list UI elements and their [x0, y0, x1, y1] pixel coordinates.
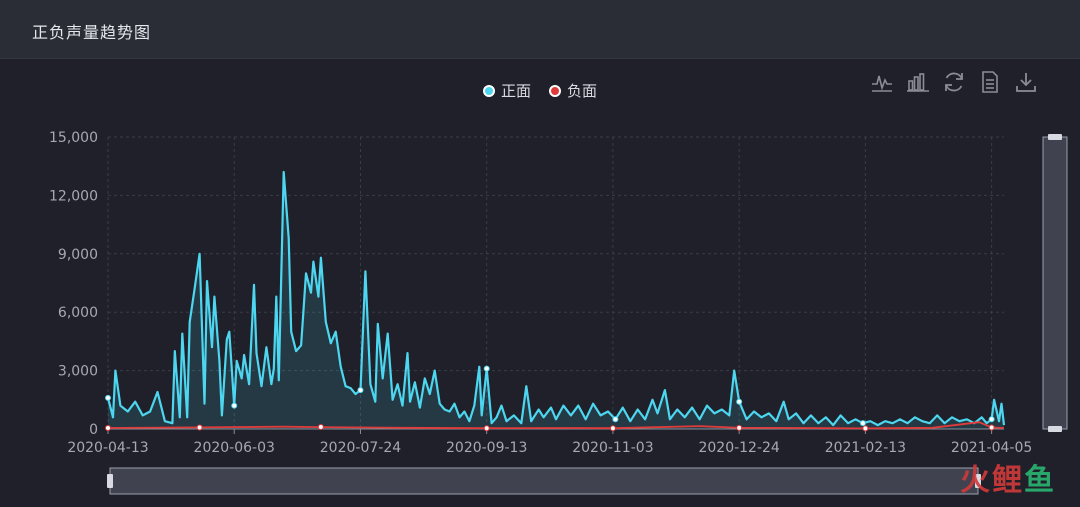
horizontal-zoom-slider: [109, 467, 979, 495]
chart-toolbox: [870, 68, 1038, 96]
series-area-positive: [108, 172, 1004, 429]
data-point-marker: [988, 424, 995, 431]
data-point-marker: [859, 420, 866, 427]
data-view-icon[interactable]: [978, 70, 1002, 94]
download-icon[interactable]: [1014, 70, 1038, 94]
x-tick-label: 2020-11-03: [572, 440, 653, 456]
series-line-positive: [106, 170, 1006, 427]
legend-marker-positive: [482, 84, 495, 97]
data-point-marker: [357, 387, 364, 394]
data-point-marker: [196, 424, 203, 431]
watermark-logo: 火鲤鱼: [960, 463, 1056, 498]
y-tick-label: 15,000: [49, 130, 98, 146]
legend-marker-negative: [549, 84, 561, 97]
data-point-marker: [231, 402, 238, 409]
data-point-marker: [483, 365, 490, 372]
series-line-negative: [107, 421, 1005, 430]
data-point-marker: [736, 424, 743, 431]
horizontal-zoom-handle-right: [975, 474, 981, 488]
x-tick-label: 2020-06-03: [194, 440, 275, 456]
chart-title: 正负声量趋势图: [32, 23, 152, 42]
data-point-marker: [609, 425, 616, 432]
x-tick-label: 2020-07-24: [320, 440, 401, 456]
vertical-zoom-handle-top: [1048, 134, 1062, 140]
legend-item-positive[interactable]: 正面: [482, 80, 531, 101]
data-point-marker: [862, 425, 869, 432]
line-chart-icon[interactable]: [870, 70, 894, 94]
panel-header: 正负声量趋势图: [0, 0, 1080, 59]
x-tick-label: 2021-04-05: [951, 440, 1032, 456]
horizontal-zoom-handle-left: [107, 474, 113, 488]
data-point-marker: [612, 416, 619, 423]
x-tick-label: 2020-09-13: [446, 440, 527, 456]
y-tick-label: 0: [89, 422, 98, 438]
legend-label-negative: 负面: [567, 82, 598, 100]
bar-chart-icon[interactable]: [906, 70, 930, 94]
data-point-marker: [105, 425, 111, 432]
x-tick-label: 2020-04-13: [67, 440, 148, 456]
x-tick-label: 2021-02-13: [825, 440, 906, 456]
chart-legend: 正面 负面: [0, 80, 1080, 101]
x-tick-label: 2020-12-24: [698, 440, 779, 456]
y-tick-label: 9,000: [58, 247, 98, 263]
vertical-zoom-handle-bottom: [1048, 426, 1062, 432]
data-point-marker: [483, 425, 490, 432]
vertical-zoom-slider: [1042, 136, 1068, 430]
data-point-marker: [105, 394, 111, 401]
data-point-marker: [988, 416, 995, 423]
data-point-marker: [736, 398, 743, 405]
y-tick-label: 12,000: [49, 188, 98, 204]
y-tick-label: 6,000: [58, 305, 98, 321]
data-point-marker: [317, 424, 324, 431]
legend-item-negative[interactable]: 负面: [549, 80, 597, 101]
legend-label-positive: 正面: [500, 82, 531, 100]
refresh-icon[interactable]: [942, 70, 966, 94]
y-tick-label: 3,000: [58, 364, 98, 380]
